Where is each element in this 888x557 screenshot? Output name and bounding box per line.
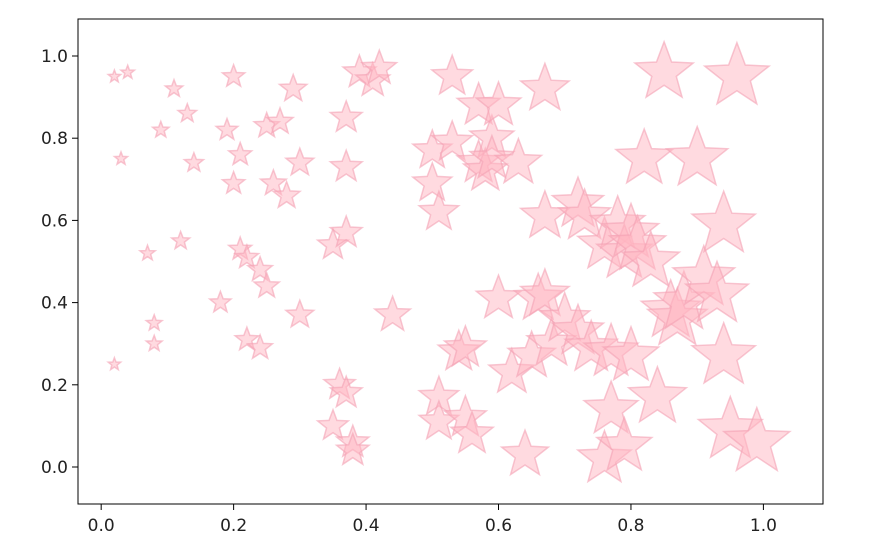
y-tick-label: 0.0 <box>41 458 68 478</box>
star-marker-99 <box>721 405 792 473</box>
star-marker-19 <box>233 325 261 352</box>
star-marker-48 <box>429 53 475 96</box>
star-marker-66 <box>518 61 572 112</box>
star-marker-21 <box>245 254 275 282</box>
star-marker-4 <box>137 242 158 262</box>
star-marker-10 <box>175 101 199 124</box>
star-marker-68 <box>518 266 572 317</box>
star-marker-73 <box>556 186 613 241</box>
star-marker-11 <box>182 150 206 173</box>
plot-frame <box>77 18 824 505</box>
star-marker-35 <box>328 148 365 183</box>
y-tick-label: 0.6 <box>41 211 68 231</box>
y-tick-label: 0.2 <box>41 376 68 396</box>
star-marker-49 <box>429 118 475 162</box>
x-tick-label: 0.2 <box>220 516 247 536</box>
star-marker-58 <box>467 133 516 180</box>
star-marker-2 <box>112 149 130 167</box>
star-marker-41 <box>359 47 399 85</box>
star-marker-3 <box>106 355 123 372</box>
star-marker-92 <box>664 124 730 187</box>
star-marker-12 <box>207 289 234 314</box>
star-marker-38 <box>334 431 372 467</box>
star-marker-13 <box>214 116 240 142</box>
star-marker-7 <box>150 119 172 139</box>
star-marker-36 <box>328 374 365 409</box>
y-tick-label: 0.8 <box>41 129 68 149</box>
star-marker-98 <box>702 40 772 106</box>
star-marker-94 <box>683 259 751 323</box>
star-marker-44 <box>410 160 454 202</box>
star-marker-51 <box>442 323 489 368</box>
star-marker-31 <box>315 407 351 441</box>
star-marker-42 <box>372 294 413 332</box>
star-marker-34 <box>328 98 365 133</box>
star-marker-82 <box>601 324 661 382</box>
star-marker-8 <box>163 77 185 99</box>
star-marker-22 <box>252 270 282 299</box>
x-axis: 0.0 0.2 0.4 0.6 0.8 1.0 <box>88 504 777 536</box>
star-marker-9 <box>169 229 192 251</box>
y-tick-label: 0.4 <box>41 294 68 314</box>
star-marker-85 <box>613 126 675 185</box>
star-marker-88 <box>632 39 696 99</box>
star-marker-28 <box>283 146 316 177</box>
star-marker-45 <box>417 189 461 231</box>
star-marker-27 <box>277 72 309 103</box>
x-tick-label: 0.0 <box>88 516 115 536</box>
y-axis: 0.0 0.2 0.4 0.6 0.8 1.0 <box>41 47 78 478</box>
star-marker-18 <box>233 242 261 270</box>
star-marker-15 <box>220 169 247 195</box>
star-marker-0 <box>106 67 123 84</box>
x-tick-label: 0.8 <box>617 516 644 536</box>
star-marker-62 <box>493 136 544 185</box>
star-marker-20 <box>245 332 275 361</box>
star-marker-81 <box>594 415 654 472</box>
star-marker-87 <box>626 364 689 424</box>
data-points <box>106 39 792 484</box>
x-tick-label: 0.4 <box>353 516 380 536</box>
star-marker-53 <box>448 409 496 454</box>
star-marker-29 <box>283 298 316 329</box>
star-marker-63 <box>499 427 551 477</box>
star-marker-16 <box>226 140 254 167</box>
star-marker-95 <box>689 189 758 254</box>
star-marker-1 <box>118 63 137 80</box>
star-marker-26 <box>271 179 303 209</box>
star-marker-24 <box>258 167 289 197</box>
star-marker-86 <box>620 229 682 288</box>
star-marker-59 <box>474 79 523 126</box>
star-marker-77 <box>582 378 641 435</box>
star-marker-14 <box>220 62 247 88</box>
star-marker-33 <box>328 213 365 249</box>
star-marker-25 <box>264 105 296 135</box>
x-tick-label: 1.0 <box>750 516 777 536</box>
x-tick-label: 0.6 <box>485 516 512 536</box>
star-marker-5 <box>144 312 165 332</box>
plot-background <box>78 19 823 504</box>
star-marker-96 <box>689 320 758 385</box>
star-marker-6 <box>144 333 165 353</box>
y-tick-label: 1.0 <box>41 47 68 67</box>
